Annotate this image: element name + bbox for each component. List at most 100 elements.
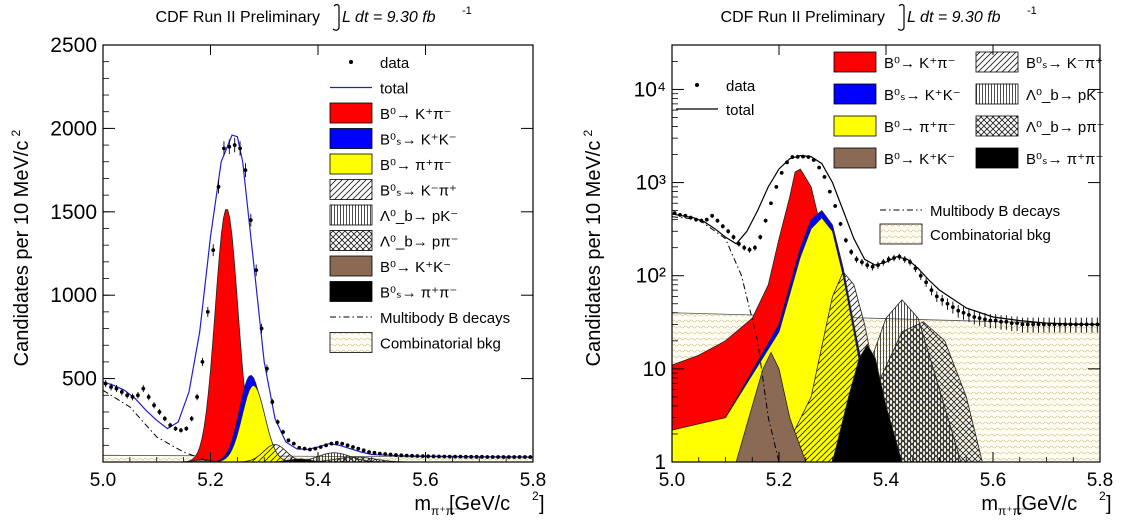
data-point	[291, 441, 296, 446]
data-point	[205, 309, 210, 314]
data-point	[130, 395, 135, 399]
legend-item-lbpk: Λ⁰_b→ pK⁻	[975, 83, 1104, 105]
legend-label: B⁰→ π⁺π⁻	[380, 157, 452, 174]
data-point	[420, 454, 425, 459]
legend-label: B⁰ₛ→ π⁺π⁻	[380, 285, 457, 302]
data-point	[426, 454, 431, 459]
plot-area	[103, 134, 533, 462]
legend-swatch	[329, 230, 373, 251]
legend-item-b0pipi: B⁰→ π⁺π⁻	[329, 153, 452, 175]
legend-label: B⁰ₛ→ K⁻π⁺	[380, 183, 457, 200]
legend-item-bskpi: B⁰ₛ→ K⁻π⁺	[329, 179, 457, 200]
data-point	[119, 390, 124, 394]
plot-area	[672, 154, 1100, 462]
data-point	[736, 241, 741, 246]
legend-swatch	[329, 153, 373, 175]
data-point	[918, 273, 923, 278]
x-tick-label: 5.4	[873, 470, 900, 491]
y-axis-sup: 2	[9, 130, 23, 137]
data-point	[720, 224, 725, 229]
legend-label: B⁰ₛ→ K⁻π⁺	[1026, 55, 1103, 72]
panel-linear: 5.0 5.2 5.4 5.6 5.8 500 1000 1500 2000 2500 CDF Ru…	[9, 3, 546, 518]
data-point	[324, 443, 328, 448]
total-curve	[672, 154, 1100, 325]
data-point	[404, 453, 409, 458]
legend-item-lbppi: Λ⁰_b→ pπ⁻	[975, 115, 1105, 137]
legend-swatch	[975, 51, 1019, 73]
x-tick-label: 5.8	[1087, 470, 1113, 491]
data-point	[1090, 322, 1094, 327]
legend-item-bskpi: B⁰ₛ→ K⁻π⁺	[975, 51, 1103, 73]
y-axis-text: Candidates per 10 MeV/c	[11, 141, 33, 367]
x-axis-sup: 2	[1099, 489, 1106, 503]
data-point	[742, 245, 747, 250]
data-point	[950, 305, 955, 310]
x-tick-label: 5.6	[412, 470, 438, 491]
legend-label: B⁰→ K⁺π⁻	[380, 106, 451, 123]
data-point	[168, 423, 173, 428]
data-point	[523, 455, 527, 459]
legend-item-b0kpi: B⁰→ K⁺π⁻	[833, 51, 955, 73]
data-point	[512, 455, 517, 459]
data-point	[801, 154, 805, 159]
legend-label: Combinatorial bkg	[380, 336, 501, 353]
y-tick-label: 1500	[50, 201, 97, 224]
data-point	[222, 146, 226, 151]
data-point	[715, 218, 720, 223]
data-point	[189, 416, 194, 421]
data-point	[1015, 321, 1019, 325]
data-point	[286, 438, 291, 443]
lumi-text: L dt = 9.30 fb	[907, 9, 1001, 26]
lumi-text: L dt = 9.30 fb	[342, 9, 436, 26]
data-point	[854, 257, 859, 262]
x-axis-bracket: ]	[1106, 493, 1112, 515]
integral-sign	[332, 3, 340, 31]
data-point	[367, 450, 371, 454]
data-point	[929, 288, 934, 293]
data-point	[1047, 322, 1052, 327]
multibody-line	[672, 216, 780, 462]
y-tick-label: 2500	[50, 34, 97, 57]
x-axis-label: m π⁺π⁻[GeV/c 2]	[981, 489, 1111, 518]
legend-marker	[349, 60, 353, 64]
legend-swatch	[329, 332, 373, 353]
data-point	[1079, 322, 1084, 327]
data-point	[1041, 322, 1046, 327]
data-point	[141, 386, 146, 391]
data-point	[710, 213, 715, 218]
data-point	[485, 455, 490, 459]
data-point	[302, 446, 307, 451]
data-point	[356, 446, 361, 451]
data-point	[988, 318, 993, 323]
y-tick-label: 2000	[50, 117, 97, 140]
data-point	[881, 260, 886, 265]
legend-item-total: total	[676, 102, 754, 119]
total-curve	[103, 134, 533, 458]
legend-swatch	[833, 83, 877, 105]
data-point	[275, 420, 280, 424]
data-point	[860, 260, 864, 265]
data-point	[480, 454, 484, 459]
data-point	[415, 454, 420, 458]
data-point	[270, 400, 275, 404]
data-point	[1068, 322, 1073, 327]
data-point	[1020, 322, 1025, 327]
data-point	[774, 184, 779, 189]
data-point	[383, 452, 388, 456]
integral-sign	[897, 3, 905, 31]
legend-label: Λ⁰_b→ pπ⁻	[380, 234, 459, 251]
data-point	[886, 257, 891, 262]
data-point	[934, 294, 939, 299]
y-axis-sup: 2	[581, 130, 595, 137]
data-point	[179, 428, 183, 433]
data-point	[490, 455, 495, 459]
data-point	[506, 455, 511, 459]
data-point	[924, 280, 929, 285]
legend-item-b0pipi: B⁰→ π⁺π⁻	[833, 115, 956, 137]
data-point	[103, 381, 108, 386]
legend-label: B⁰→ K⁺K⁻	[380, 259, 451, 276]
data-point	[297, 445, 302, 450]
legend-item-b0kk: B⁰→ K⁺K⁻	[833, 147, 955, 169]
data-point	[463, 454, 468, 459]
data-point	[940, 298, 945, 302]
